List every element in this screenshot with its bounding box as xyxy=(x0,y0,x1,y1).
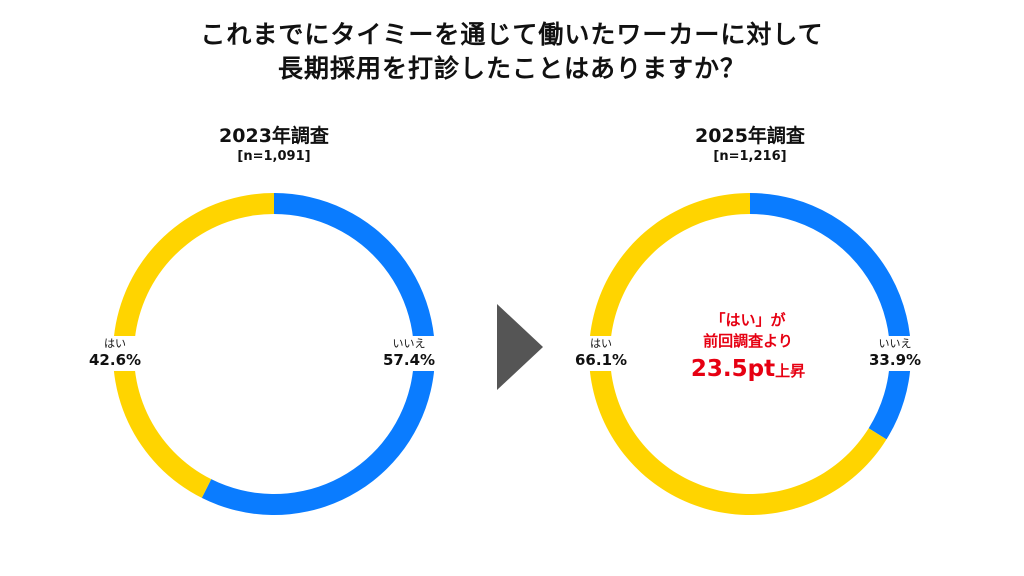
callout-line-3: 23.5pt上昇 xyxy=(648,355,848,385)
label-2023-yes-value: 42.6% xyxy=(89,351,142,369)
label-2025-no-name: いいえ xyxy=(878,337,912,350)
change-callout: 「はい」が 前回調査より 23.5pt上昇 xyxy=(648,310,848,385)
label-2025-yes-value: 66.1% xyxy=(575,351,628,369)
label-2023-no-name: いいえ xyxy=(392,337,426,350)
label-2023-yes: はい 42.6% xyxy=(84,336,147,371)
callout-change-suffix: 上昇 xyxy=(775,362,806,380)
survey-2025-sample-size: [n=1,216] xyxy=(713,149,787,164)
label-2025-yes: はい 66.1% xyxy=(570,336,633,371)
survey-2025-title: 2025年調査 xyxy=(695,125,805,147)
label-2023-yes-name: はい xyxy=(104,337,127,350)
label-2023-no-value: 57.4% xyxy=(383,351,436,369)
survey-2023-title: 2023年調査 xyxy=(219,125,329,147)
callout-change-value: 23.5pt xyxy=(690,356,776,382)
chart-title-line-2: 長期採用を打診したことはありますか？ xyxy=(277,54,746,83)
label-2023-no: いいえ 57.4% xyxy=(378,336,441,371)
label-2025-no: いいえ 33.9% xyxy=(864,336,927,371)
callout-line-1: 「はい」が xyxy=(710,311,786,329)
donut-2025-segment-no xyxy=(750,193,911,440)
survey-2025-header: 2025年調査 [n=1,216] xyxy=(630,124,870,166)
comparison-arrow-icon xyxy=(497,304,543,390)
chart-title: これまでにタイミーを通じて働いたワーカーに対して 長期採用を打診したことはありま… xyxy=(0,18,1024,86)
survey-2023-header: 2023年調査 [n=1,091] xyxy=(154,124,394,166)
label-2025-yes-name: はい xyxy=(590,337,613,350)
donut-2023-segment-yes xyxy=(112,193,275,498)
callout-line-2: 前回調査より xyxy=(703,332,793,350)
survey-2023-sample-size: [n=1,091] xyxy=(237,149,311,164)
label-2025-no-value: 33.9% xyxy=(869,351,922,369)
chart-title-line-1: これまでにタイミーを通じて働いたワーカーに対して xyxy=(200,20,824,49)
